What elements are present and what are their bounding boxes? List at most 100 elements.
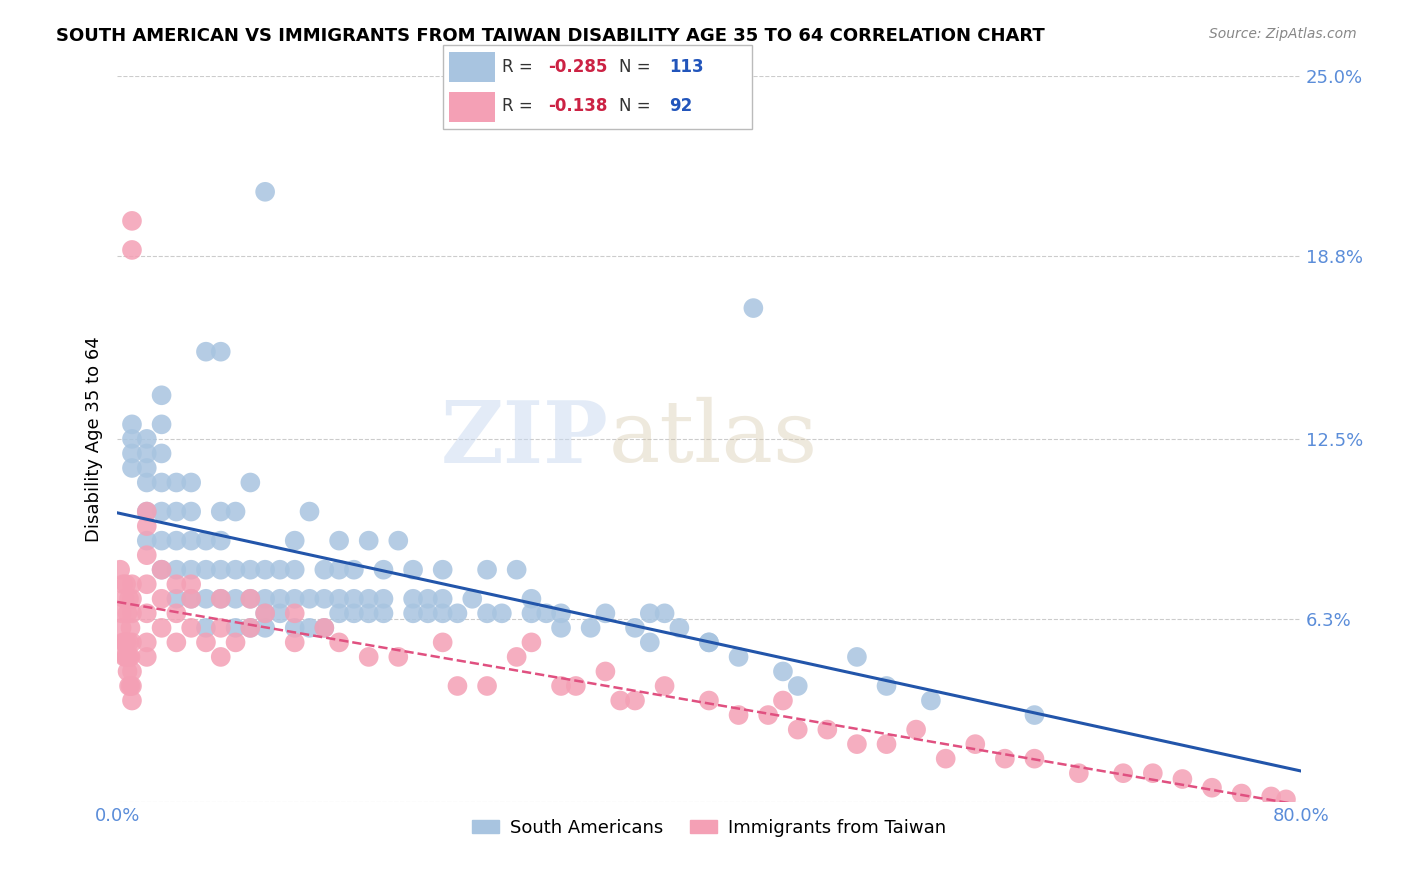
Point: [373, 607, 395, 621]
Point: [1230, 787, 1253, 801]
Point: [876, 737, 898, 751]
Point: [239, 563, 262, 577]
Point: [343, 591, 366, 606]
Point: [876, 679, 898, 693]
Point: [994, 752, 1017, 766]
Point: [254, 563, 277, 577]
Point: [314, 591, 336, 606]
Point: [579, 621, 602, 635]
Point: [638, 635, 661, 649]
Point: [550, 607, 572, 621]
Point: [121, 679, 143, 693]
Point: [475, 563, 498, 577]
FancyBboxPatch shape: [449, 92, 495, 121]
Point: [115, 635, 138, 649]
Point: [135, 649, 157, 664]
Point: [180, 533, 202, 548]
Text: 92: 92: [669, 97, 692, 115]
Point: [209, 621, 232, 635]
Point: [180, 591, 202, 606]
Point: [118, 649, 141, 664]
Point: [135, 432, 157, 446]
Point: [180, 505, 202, 519]
Point: [965, 737, 987, 751]
Point: [209, 591, 232, 606]
Point: [328, 591, 350, 606]
Point: [117, 649, 139, 664]
Point: [432, 635, 454, 649]
Point: [550, 621, 572, 635]
Point: [121, 417, 143, 432]
Point: [135, 533, 157, 548]
Point: [194, 621, 217, 635]
Point: [343, 607, 366, 621]
Point: [120, 621, 142, 635]
Point: [697, 635, 720, 649]
Point: [135, 446, 157, 460]
Point: [328, 607, 350, 621]
Point: [1112, 766, 1135, 780]
Point: [727, 649, 749, 664]
Point: [357, 591, 380, 606]
Point: [111, 607, 134, 621]
Point: [150, 388, 173, 402]
Point: [595, 665, 617, 679]
Point: [165, 635, 187, 649]
Point: [654, 607, 676, 621]
Point: [1024, 752, 1046, 766]
Point: [742, 301, 765, 315]
Text: R =: R =: [502, 58, 537, 76]
Point: [121, 243, 143, 257]
Point: [328, 563, 350, 577]
Text: -0.285: -0.285: [548, 58, 607, 76]
Point: [654, 679, 676, 693]
Point: [786, 679, 808, 693]
Point: [624, 621, 647, 635]
Point: [772, 693, 794, 707]
Point: [165, 475, 187, 490]
Point: [165, 563, 187, 577]
Point: [150, 591, 173, 606]
Point: [121, 214, 143, 228]
Point: [120, 649, 142, 664]
Point: [387, 533, 409, 548]
Point: [239, 621, 262, 635]
Point: [121, 577, 143, 591]
Point: [150, 417, 173, 432]
Point: [194, 344, 217, 359]
Point: [225, 563, 247, 577]
Point: [416, 607, 439, 621]
Point: [609, 693, 631, 707]
Text: N =: N =: [619, 58, 657, 76]
Point: [118, 635, 141, 649]
Point: [108, 563, 131, 577]
Point: [638, 607, 661, 621]
Point: [150, 563, 173, 577]
Point: [165, 591, 187, 606]
Point: [165, 533, 187, 548]
Point: [373, 591, 395, 606]
Point: [209, 344, 232, 359]
Point: [150, 446, 173, 460]
Point: [254, 591, 277, 606]
Point: [357, 607, 380, 621]
Point: [1275, 792, 1298, 806]
Point: [112, 635, 135, 649]
FancyBboxPatch shape: [449, 53, 495, 82]
Point: [150, 621, 173, 635]
Point: [298, 621, 321, 635]
Point: [815, 723, 838, 737]
Point: [194, 533, 217, 548]
Point: [209, 533, 232, 548]
Text: atlas: atlas: [609, 397, 817, 481]
Point: [135, 519, 157, 533]
Point: [194, 563, 217, 577]
Point: [135, 505, 157, 519]
Point: [536, 607, 558, 621]
Text: Source: ZipAtlas.com: Source: ZipAtlas.com: [1209, 27, 1357, 41]
Point: [697, 635, 720, 649]
Point: [284, 533, 307, 548]
Point: [114, 649, 136, 664]
Point: [121, 591, 143, 606]
Point: [905, 723, 928, 737]
